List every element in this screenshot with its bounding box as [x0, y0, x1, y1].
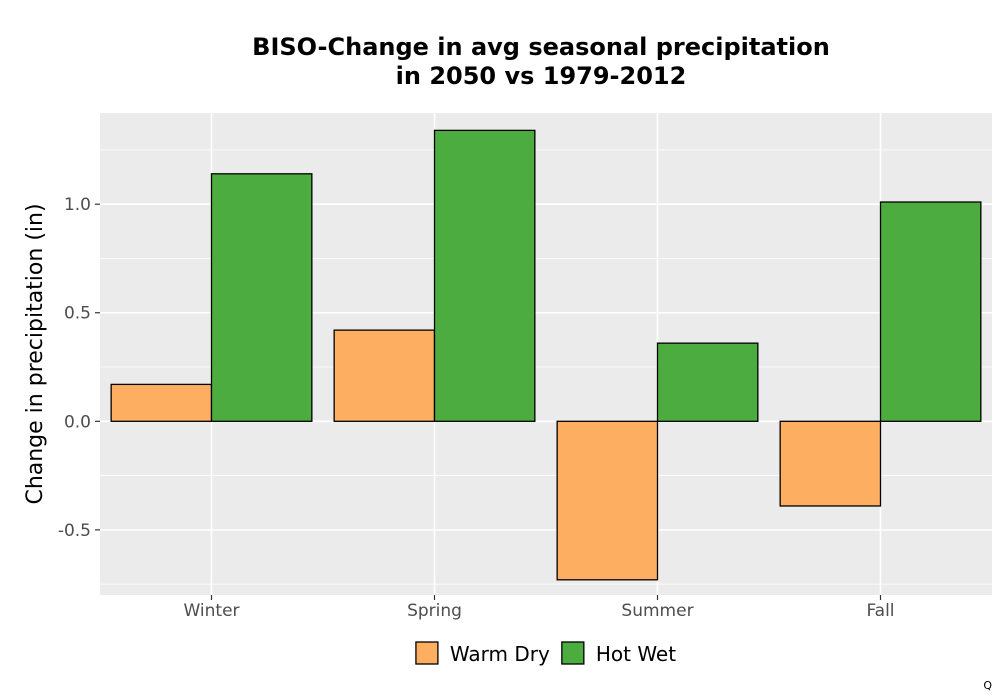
chart-title-line-1: BISO-Change in avg seasonal precipitatio… [252, 33, 830, 61]
bar-hot-wet-summer [656, 342, 759, 422]
bar-warm-dry-winter [110, 383, 213, 422]
legend-label: Hot Wet [596, 642, 676, 666]
x-tick-label: Summer [621, 601, 693, 621]
bar-warm-dry-fall [779, 420, 882, 507]
corner-mark: Q [983, 679, 992, 692]
y-tick-label: 1.0 [64, 195, 91, 215]
x-tick-label: Fall [866, 601, 894, 621]
legend-key-warm-dry [415, 641, 439, 665]
y-tick-label: -0.5 [58, 521, 91, 541]
y-axis-title: Change in precipitation (in) [23, 203, 48, 504]
y-tick-label: 0.0 [64, 412, 91, 432]
chart-title: BISO-Change in avg seasonal precipitatio… [100, 33, 982, 91]
bar-warm-dry-spring [333, 329, 436, 422]
bar-hot-wet-fall [879, 201, 982, 422]
x-tick-label: Spring [407, 601, 462, 621]
bar-warm-dry-summer [556, 420, 659, 581]
bar-hot-wet-winter [210, 173, 313, 422]
chart-title-line-2: in 2050 vs 1979-2012 [395, 62, 687, 90]
legend-key-hot-wet [561, 641, 585, 665]
y-tick-label: 0.5 [64, 304, 91, 324]
x-tick-label: Winter [183, 601, 239, 621]
bar-hot-wet-spring [433, 129, 536, 422]
legend-label: Warm Dry [450, 642, 550, 666]
